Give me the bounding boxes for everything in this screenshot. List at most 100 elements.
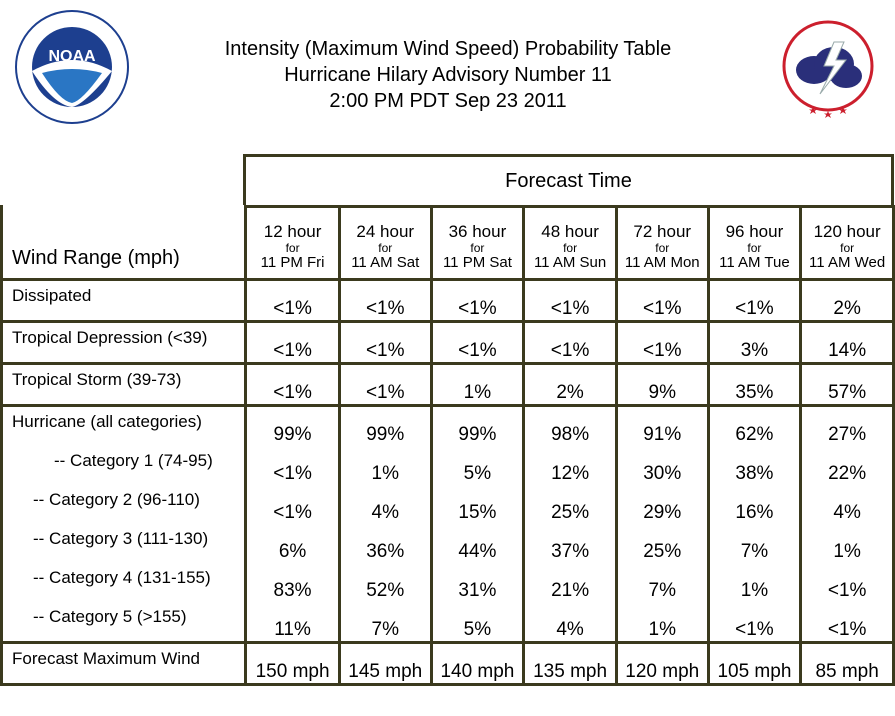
table-cell: <1% (522, 278, 618, 323)
table-cell: <1% (337, 362, 433, 407)
table-cell: 25% (522, 485, 618, 524)
table-cell: <1% (522, 320, 618, 365)
table-cell: 1% (429, 362, 526, 407)
table-cell: 31% (429, 563, 526, 602)
table-cell: 5% (429, 446, 526, 485)
forecast-time-label: Forecast Time (505, 169, 632, 192)
row-label: Tropical Depression (<39) (12, 328, 208, 347)
table-row: -- Category 5 (>155) 11% 7% 5% 4% 1% <1%… (0, 602, 895, 644)
nws-logo (782, 20, 874, 118)
table-cell: <1% (799, 602, 895, 644)
table-row: Hurricane (all categories) 99% 99% 99% 9… (0, 404, 895, 446)
noaa-text: NOAA (48, 48, 96, 65)
column-header-12h: 12 hour for 11 PM Fri (244, 205, 341, 281)
table-cell: 35% (706, 362, 803, 407)
table-cell: 4% (337, 485, 433, 524)
table-cell: <1% (337, 278, 433, 323)
table-cell: <1% (244, 278, 341, 323)
table-row: Dissipated <1% <1% <1% <1% <1% <1% 2% (0, 278, 895, 323)
table-cell: 22% (799, 446, 895, 485)
table-cell: 52% (337, 563, 433, 602)
table-cell: 37% (522, 524, 618, 563)
table-cell: 36% (337, 524, 433, 563)
table-cell: 99% (429, 404, 526, 446)
table-cell: 2% (522, 362, 618, 407)
wind-range-header: Wind Range (mph) (0, 206, 248, 281)
table-cell: <1% (244, 446, 341, 485)
table-cell: <1% (429, 278, 526, 323)
column-header-72h: 72 hour for 11 AM Mon (614, 205, 710, 281)
row-label: -- Category 5 (>155) (33, 607, 187, 626)
table-cell: 57% (799, 362, 895, 407)
table-cell: 30% (614, 446, 710, 485)
row-group-hurricane: Hurricane (all categories) 99% 99% 99% 9… (0, 404, 895, 644)
table-cell: 83% (244, 563, 341, 602)
row-label: -- Category 1 (74-95) (54, 451, 213, 470)
table-cell: 38% (706, 446, 803, 485)
table-row: -- Category 3 (111-130) 6% 36% 44% 37% 2… (0, 524, 895, 563)
row-label: Forecast Maximum Wind (12, 649, 200, 668)
table-cell: 5% (429, 602, 526, 644)
table-cell: 9% (614, 362, 710, 407)
table-row: -- Category 1 (74-95) <1% 1% 5% 12% 30% … (0, 446, 895, 485)
table-row: Forecast Maximum Wind 150 mph 145 mph 14… (0, 641, 895, 686)
table-cell: 25% (614, 524, 710, 563)
table-cell: 4% (522, 602, 618, 644)
row-label: -- Category 2 (96-110) (33, 490, 200, 509)
table-cell: 15% (429, 485, 526, 524)
column-header-36h: 36 hour for 11 PM Sat (429, 205, 526, 281)
table-cell: 135 mph (522, 641, 618, 686)
table-cell: <1% (614, 278, 710, 323)
table-cell: <1% (337, 320, 433, 365)
table-cell: 1% (706, 563, 803, 602)
table-cell: 99% (337, 404, 433, 446)
title-line-3: 2:00 PM PDT Sep 23 2011 (329, 90, 567, 112)
row-label: -- Category 4 (131-155) (33, 568, 211, 587)
table-cell: 27% (799, 404, 895, 446)
row-group-dissipated: Dissipated <1% <1% <1% <1% <1% <1% 2% (0, 278, 895, 323)
table-cell: <1% (706, 278, 803, 323)
title-line-2: Hurricane Hilary Advisory Number 11 (284, 64, 612, 86)
table-cell: 2% (799, 278, 895, 323)
table-cell: <1% (244, 320, 341, 365)
table-cell: 98% (522, 404, 618, 446)
table-cell: 4% (799, 485, 895, 524)
row-label: Tropical Storm (39-73) (12, 370, 182, 389)
table-cell: 7% (337, 602, 433, 644)
column-header-96h: 96 hour for 11 AM Tue (706, 205, 803, 281)
row-label: -- Category 3 (111-130) (33, 529, 209, 548)
page-title: Intensity (Maximum Wind Speed) Probabili… (150, 36, 746, 114)
column-header-row: Wind Range (mph) 12 hour for 11 PM Fri 24 … (0, 205, 895, 281)
table-cell: 6% (244, 524, 341, 563)
column-header-48h: 48 hour for 11 AM Sun (522, 205, 618, 281)
table-cell: 1% (614, 602, 710, 644)
row-group-tropical-storm: Tropical Storm (39-73) <1% <1% 1% 2% 9% … (0, 362, 895, 407)
noaa-logo: NOAA (15, 10, 129, 124)
table-cell: 1% (799, 524, 895, 563)
probability-table: Wind Range (mph) 12 hour for 11 PM Fri 24 … (0, 205, 895, 686)
row-label: Dissipated (12, 286, 92, 305)
column-header-120h: 120 hour for 11 AM Wed (799, 205, 895, 281)
table-cell: 7% (706, 524, 803, 563)
table-cell: 21% (522, 563, 618, 602)
table-cell: 12% (522, 446, 618, 485)
table-row: -- Category 4 (131-155) 83% 52% 31% 21% … (0, 563, 895, 602)
table-cell: 85 mph (799, 641, 895, 686)
table-cell: 29% (614, 485, 710, 524)
column-header-24h: 24 hour for 11 AM Sat (337, 205, 433, 281)
row-group-forecast-max-wind: Forecast Maximum Wind 150 mph 145 mph 14… (0, 641, 895, 686)
row-group-tropical-depression: Tropical Depression (<39) <1% <1% <1% <1… (0, 320, 895, 365)
table-cell: 7% (614, 563, 710, 602)
table-row: Tropical Depression (<39) <1% <1% <1% <1… (0, 320, 895, 365)
table-cell: 14% (799, 320, 895, 365)
table-row: -- Category 2 (96-110) <1% 4% 15% 25% 29… (0, 485, 895, 524)
table-cell: 105 mph (706, 641, 803, 686)
title-line-1: Intensity (Maximum Wind Speed) Probabili… (224, 38, 672, 60)
table-cell: 44% (429, 524, 526, 563)
table-cell: 91% (614, 404, 710, 446)
table-cell: <1% (244, 362, 341, 407)
table-cell: 1% (337, 446, 433, 485)
table-cell: 99% (244, 404, 341, 446)
table-cell: 11% (244, 602, 341, 644)
row-label: Hurricane (all categories) (12, 412, 202, 431)
